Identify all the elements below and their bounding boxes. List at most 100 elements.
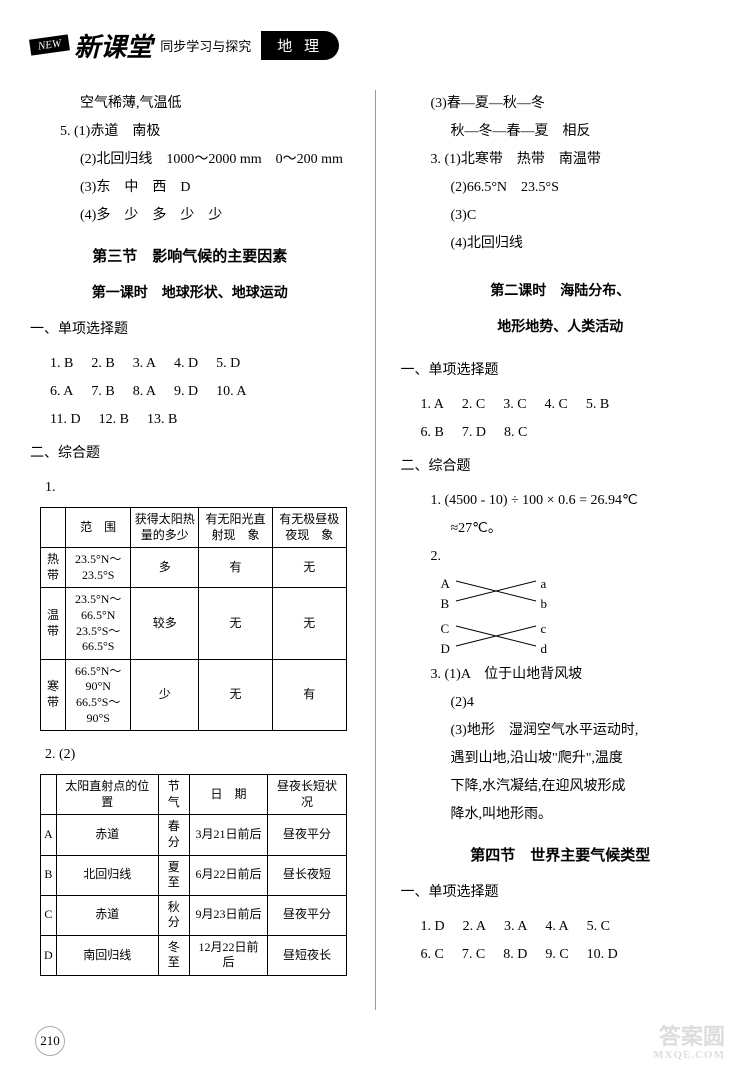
mc-ans: 6. C	[421, 941, 444, 969]
mc-ans: 10. D	[587, 941, 618, 969]
th: 日 期	[189, 775, 268, 815]
comp-3-3c: 下降,水汽凝结,在迎风坡形成	[401, 773, 721, 801]
mc-ans: 8. D	[503, 941, 527, 969]
th: 昼夜长短状况	[268, 775, 346, 815]
q2-label: 2. (2)	[30, 741, 350, 769]
mc-ans: 13. B	[147, 406, 177, 434]
answer-3-2: (2)66.5°N 23.5°S	[401, 174, 721, 202]
td: 3月21日前后	[189, 815, 268, 855]
mc-ans: 4. A	[545, 913, 568, 941]
watermark-main: 答案圆	[653, 1025, 725, 1049]
mc-ans: 8. A	[133, 378, 156, 406]
th: 节气	[158, 775, 189, 815]
td: C	[41, 895, 57, 935]
comp-header: 二、综合题	[401, 453, 721, 481]
td: 少	[131, 659, 199, 730]
text-line: 秋—冬—春—夏 相反	[401, 118, 721, 146]
answer-5-2: (2)北回归线 1000～2000 mm 0～200 mm	[30, 146, 350, 174]
comp-1b: ≈27℃。	[401, 515, 721, 543]
td: 赤道	[56, 895, 158, 935]
mc4-header: 一、单项选择题	[401, 879, 721, 907]
td: 热带	[41, 548, 66, 588]
th	[41, 508, 66, 548]
mc-ans: 7. D	[462, 419, 486, 447]
watermark-sub: MXQE.COM	[653, 1049, 725, 1061]
mc-ans: 5. D	[216, 350, 240, 378]
table-solar-terms: 太阳直射点的位置 节气 日 期 昼夜长短状况 A 赤道 春分 3月21日前后 昼…	[40, 774, 347, 976]
lesson-2-title-b: 地形地势、人类活动	[401, 314, 721, 342]
mc-ans: 2. A	[463, 913, 486, 941]
mc-row: 1. D 2. A 3. A 4. A 5. C	[401, 913, 721, 941]
answer-3-3: (3)C	[401, 202, 721, 230]
td: 昼夜平分	[268, 895, 346, 935]
td: 冬至	[158, 935, 189, 975]
mc-ans: 8. C	[504, 419, 527, 447]
page-header: NEW 新课堂 同步学习与探究 地 理	[30, 20, 720, 70]
text-line: (3)春—夏—秋—冬	[401, 90, 721, 118]
td: 较多	[131, 588, 199, 659]
comp-header: 二、综合题	[30, 440, 350, 468]
td: 多	[131, 548, 199, 588]
mc-ans: 12. B	[99, 406, 129, 434]
td: 夏至	[158, 855, 189, 895]
q1-label: 1.	[30, 474, 350, 502]
td: 12月22日前后	[189, 935, 268, 975]
th	[41, 775, 57, 815]
mc-ans: 3. C	[503, 391, 526, 419]
mc-ans: 2. C	[462, 391, 485, 419]
td: 秋分	[158, 895, 189, 935]
lesson-2-title-a: 第二课时 海陆分布、	[401, 278, 721, 306]
mc-ans: 5. C	[587, 913, 610, 941]
comp-2-label: 2.	[401, 543, 721, 571]
comp-3-2: (2)4	[401, 689, 721, 717]
td: 南回归线	[56, 935, 158, 975]
mc-header: 一、单项选择题	[30, 316, 350, 344]
answer-5-1: 5. (1)赤道 南极	[30, 118, 350, 146]
column-divider	[375, 90, 376, 1010]
th: 范 围	[66, 508, 131, 548]
mc-ans: 11. D	[50, 406, 81, 434]
header-title: 新课堂	[74, 27, 152, 64]
comp-3-3a: (3)地形 湿润空气水平运动时,	[401, 717, 721, 745]
th: 获得太阳热量的多少	[131, 508, 199, 548]
mc-ans: 5. B	[586, 391, 609, 419]
lesson-1-title: 第一课时 地球形状、地球运动	[30, 280, 350, 308]
th: 有无阳光直射现 象	[199, 508, 273, 548]
mc-ans: 9. C	[545, 941, 568, 969]
mc-ans: 6. A	[50, 378, 73, 406]
cross-matching-diagram: A B C D a b c d	[441, 571, 581, 661]
th: 有无极昼极夜现 象	[272, 508, 346, 548]
text-line: 空气稀薄,气温低	[30, 90, 350, 118]
subject-badge: 地 理	[261, 31, 339, 60]
td: 昼夜平分	[268, 815, 346, 855]
mc-row-3: 11. D 12. B 13. B	[30, 406, 350, 434]
page-number: 210	[35, 1026, 65, 1056]
left-column: 空气稀薄,气温低 5. (1)赤道 南极 (2)北回归线 1000～2000 m…	[30, 90, 350, 1010]
mc-ans: 4. D	[174, 350, 198, 378]
td: 赤道	[56, 815, 158, 855]
mc-row-2: 6. A 7. B 8. A 9. D 10. A	[30, 378, 350, 406]
answer-3-4: (4)北回归线	[401, 230, 721, 258]
mc-ans: 1. A	[421, 391, 444, 419]
section-3-title: 第三节 影响气候的主要因素	[30, 242, 350, 272]
td: 昼短夜长	[268, 935, 346, 975]
td: 66.5°N～90°N 66.5°S～90°S	[66, 659, 131, 730]
td: 无	[272, 588, 346, 659]
mc-ans: 7. B	[91, 378, 114, 406]
td: 无	[199, 659, 273, 730]
td: 春分	[158, 815, 189, 855]
header-subtitle: 同步学习与探究	[160, 36, 251, 55]
td: 23.5°N～66.5°N 23.5°S～66.5°S	[66, 588, 131, 659]
mc-ans: 4. C	[545, 391, 568, 419]
mc-row-1: 1. B 2. B 3. A 4. D 5. D	[30, 350, 350, 378]
td: 无	[272, 548, 346, 588]
td: 有	[272, 659, 346, 730]
mc-ans: 3. A	[504, 913, 527, 941]
td: D	[41, 935, 57, 975]
mc-header: 一、单项选择题	[401, 357, 721, 385]
comp-3-3b: 遇到山地,沿山坡"爬升",温度	[401, 745, 721, 773]
td: 温带	[41, 588, 66, 659]
answer-3-1: 3. (1)北寒带 热带 南温带	[401, 146, 721, 174]
cross-lines	[441, 571, 581, 661]
mc-ans: 1. D	[421, 913, 445, 941]
